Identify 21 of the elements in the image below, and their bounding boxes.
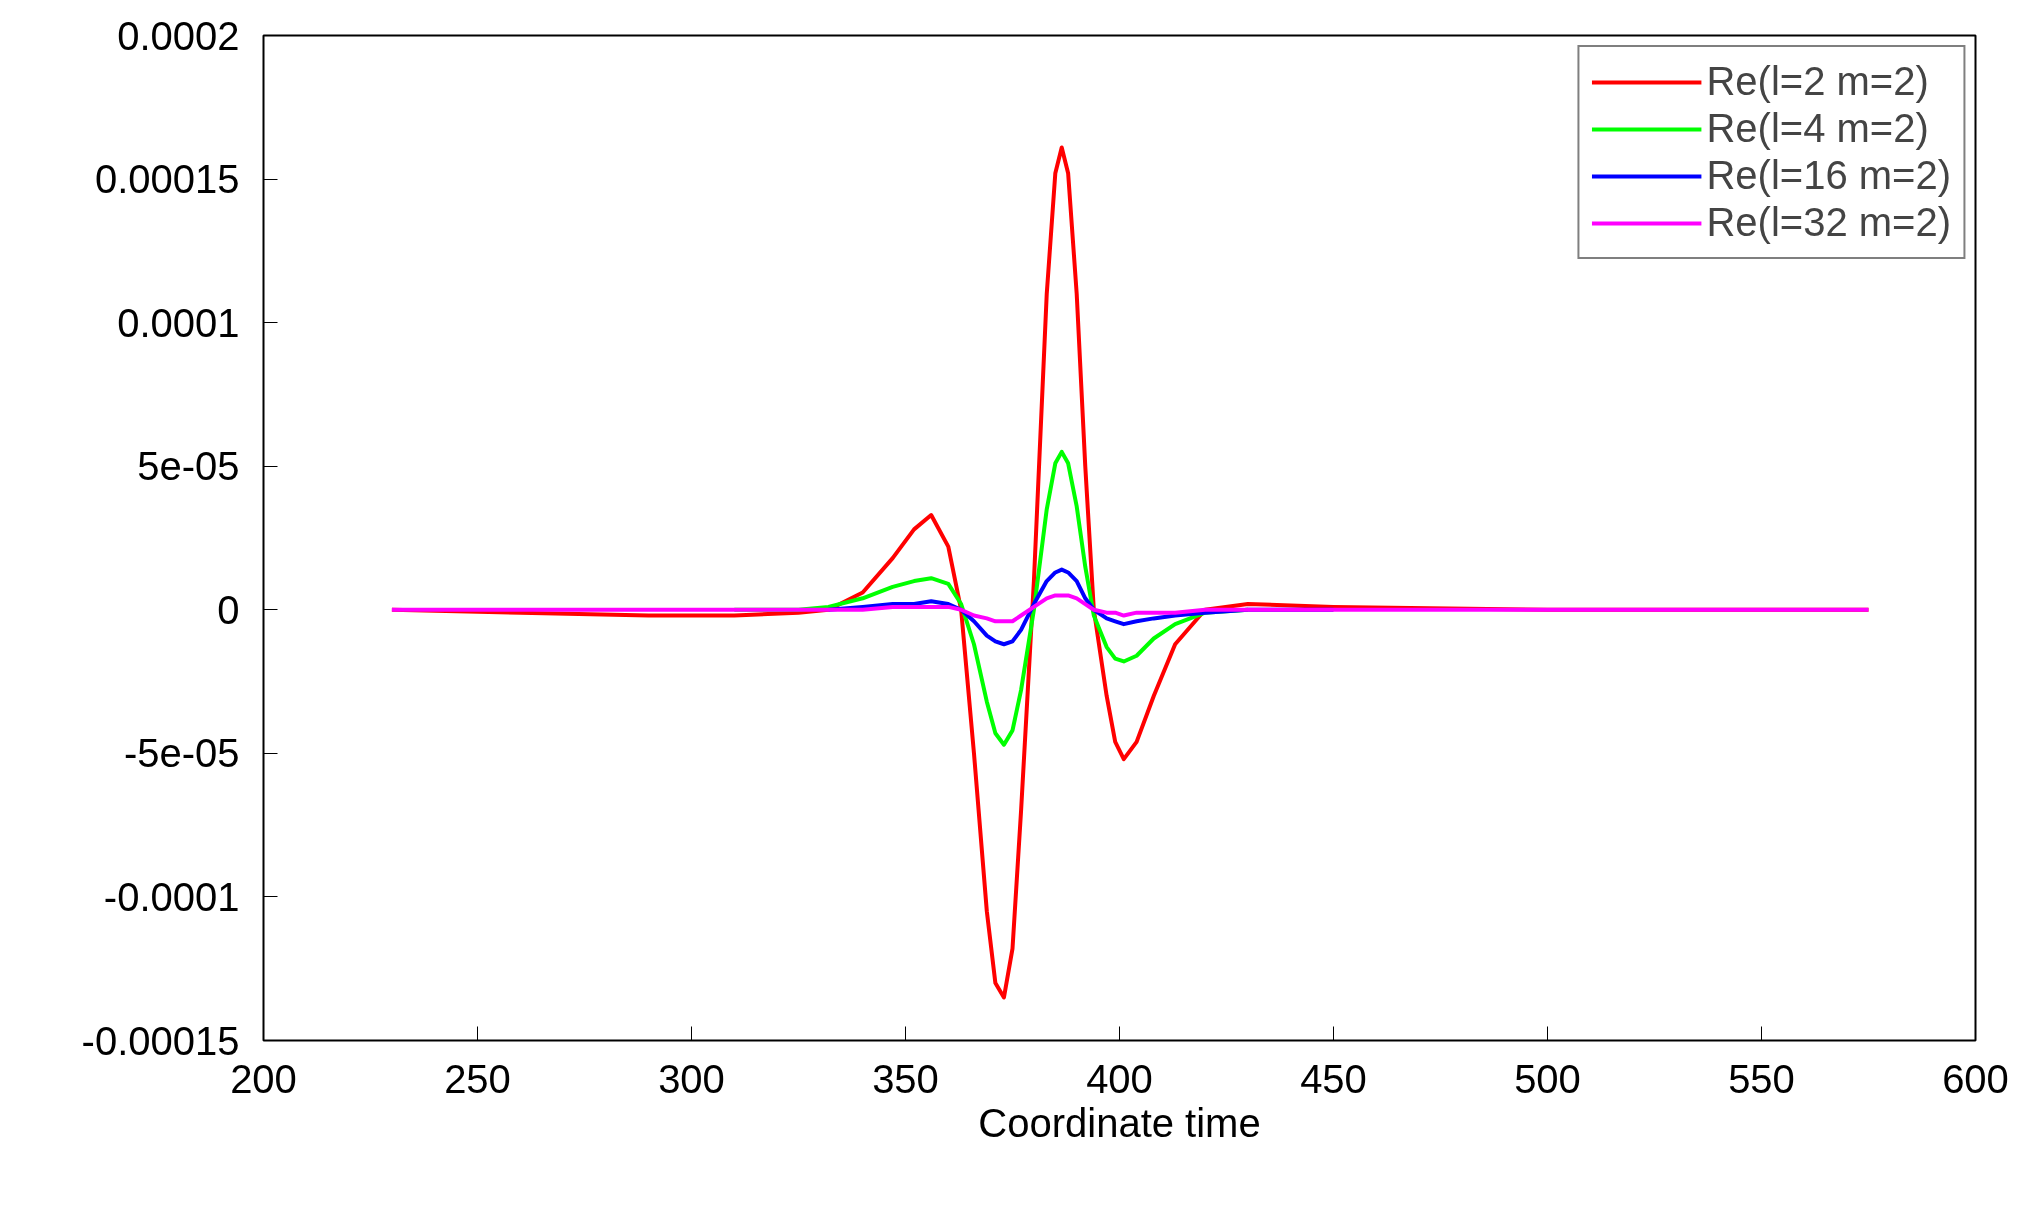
x-tick-label: 550 bbox=[1728, 1056, 1795, 1101]
y-tick-label: 0 bbox=[217, 587, 240, 632]
y-tick-label: 0.00015 bbox=[94, 157, 240, 202]
y-tick-label: 0.0002 bbox=[117, 13, 240, 58]
legend-label: Re(l=32 m=2) bbox=[1706, 200, 1951, 245]
x-tick-label: 600 bbox=[1942, 1056, 2009, 1101]
x-axis-title: Coordinate time bbox=[978, 1100, 1261, 1145]
y-tick-label: -0.0001 bbox=[103, 874, 240, 919]
legend-label: Re(l=16 m=2) bbox=[1706, 153, 1951, 198]
x-tick-label: 250 bbox=[444, 1056, 511, 1101]
y-tick-label: -5e-05 bbox=[123, 731, 240, 776]
x-tick-label: 500 bbox=[1514, 1056, 1581, 1101]
x-tick-label: 450 bbox=[1300, 1056, 1367, 1101]
line-series bbox=[389, 593, 1871, 624]
legend-label: Re(l=2 m=2) bbox=[1706, 59, 1929, 104]
x-tick-label: 300 bbox=[658, 1056, 725, 1101]
y-tick-label: 0.0001 bbox=[117, 300, 240, 345]
legend-label: Re(l=4 m=2) bbox=[1706, 106, 1929, 151]
x-tick-label: 350 bbox=[872, 1056, 939, 1101]
x-tick-label: 400 bbox=[1086, 1056, 1153, 1101]
y-tick-label: 5e-05 bbox=[137, 444, 240, 489]
